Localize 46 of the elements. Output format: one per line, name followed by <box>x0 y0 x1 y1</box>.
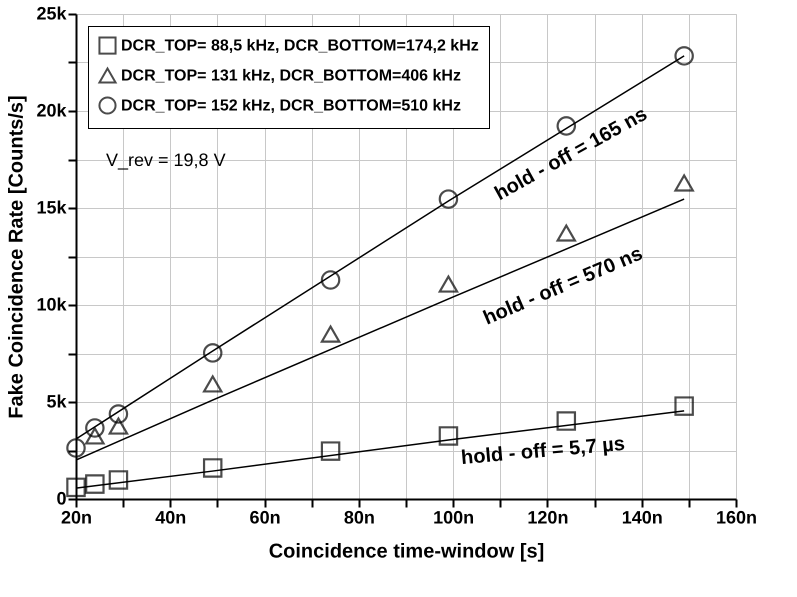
point <box>674 396 694 416</box>
point <box>108 470 128 490</box>
point <box>66 478 86 498</box>
annotation: V_rev = 19,8 V <box>106 150 226 170</box>
x-tick-label: 60n <box>250 508 281 528</box>
point <box>202 375 222 393</box>
x-tick-label: 100n <box>433 508 474 528</box>
point <box>320 326 340 343</box>
point <box>108 417 128 435</box>
y-axis-title: Fake Coincidence Rate [Counts/s] <box>5 95 28 419</box>
point <box>202 343 222 363</box>
point <box>674 174 694 192</box>
point <box>438 426 458 446</box>
point <box>556 116 576 136</box>
point <box>320 441 340 461</box>
x-tick-label: 120n <box>527 508 568 528</box>
annotation: hold - off = 570 ns <box>480 242 646 330</box>
annotation: hold - off = 5,7 µs <box>460 432 626 470</box>
x-tick-label: 40n <box>155 508 186 528</box>
legend-label: DCR_TOP= 152 kHz, DCR_BOTTOM=510 kHz <box>121 98 461 114</box>
point <box>85 418 105 438</box>
y-tick-label: 10k <box>36 294 68 314</box>
x-tick-label: 20n <box>60 508 92 528</box>
point <box>438 275 458 293</box>
point <box>202 458 222 478</box>
point <box>674 46 694 66</box>
y-tick-label: 25k <box>36 4 68 24</box>
point <box>438 189 458 209</box>
point <box>320 270 340 290</box>
point <box>556 224 576 242</box>
legend-label: DCR_TOP= 131 kHz, DCR_BOTTOM=406 kHz <box>121 68 461 84</box>
point <box>85 474 105 494</box>
point <box>66 438 86 458</box>
y-tick-label: 5k <box>46 392 68 412</box>
x-axis-title: Coincidence time-window [s] <box>268 540 544 562</box>
x-tick-label: 140n <box>622 508 663 528</box>
y-tick-label: 0 <box>56 488 66 508</box>
point <box>108 404 128 424</box>
point <box>85 427 105 445</box>
y-tick-label: 15k <box>36 198 68 218</box>
x-tick-label: 160n <box>716 508 758 528</box>
x-tick-label: 80n <box>344 508 375 528</box>
point <box>556 411 576 431</box>
legend-label: DCR_TOP= 88,5 kHz, DCR_BOTTOM=174,2 kHz <box>121 38 479 54</box>
annotation: hold - off = 165 ns <box>491 103 651 205</box>
y-tick-label: 20k <box>36 100 68 120</box>
